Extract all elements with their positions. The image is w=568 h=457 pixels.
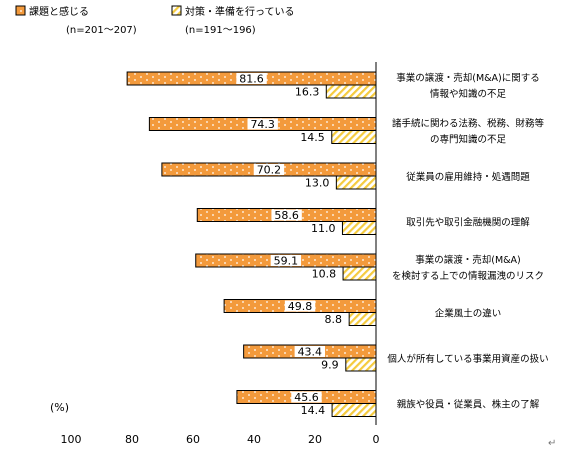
value-label-bg-0-2 — [253, 164, 285, 175]
value-label-issue-3: 58.6 — [274, 209, 299, 222]
bar-measure-4 — [342, 266, 377, 281]
legend: 課題と感じる (n=201～207) 対策・準備を行っている (n=191～19… — [15, 5, 295, 36]
value-label-bg-0-0 — [236, 73, 267, 84]
value-label-bg-0-3 — [271, 209, 302, 221]
legend-label-series2: 対策・準備を行っている — [185, 5, 295, 18]
value-label-issue-6: 43.4 — [298, 346, 323, 359]
value-label-issue-0: 81.6 — [239, 73, 264, 86]
value-label-measure-4: 10.8 — [312, 268, 337, 281]
value-label-bg-1-5 — [321, 313, 346, 325]
bar-measure-3 — [341, 221, 377, 235]
unit-label: (%) — [50, 401, 69, 414]
legend-n-series2: (n=191～196) — [185, 25, 256, 36]
value-label-bg-0-7 — [291, 391, 322, 403]
category-label-7: 親族や役員・従業員、株主の了解 — [397, 399, 540, 411]
bar-measure-5 — [348, 312, 377, 326]
bar-measure-6 — [345, 357, 377, 372]
category-label-3: 取引先や取引金融機関の理解 — [406, 217, 530, 229]
value-label-bg-1-6 — [318, 359, 342, 370]
legend-swatch-series1 — [15, 5, 26, 16]
value-label-issue-7: 45.6 — [294, 391, 319, 404]
x-tick-label-40: 40 — [247, 433, 261, 446]
category-label-2: 従業員の雇用維持・処遇問題 — [406, 171, 530, 183]
value-label-issue-1: 74.3 — [250, 118, 275, 131]
bar-measure-0 — [325, 84, 377, 99]
value-label-measure-5: 8.8 — [325, 313, 343, 326]
value-label-measure-3: 11.0 — [311, 222, 336, 235]
category-label-4-line0: 事業の譲渡・売却(M&A) — [415, 254, 521, 266]
value-label-bg-0-4 — [270, 255, 302, 266]
value-label-measure-6: 9.9 — [321, 359, 339, 372]
value-label-bg-1-7 — [297, 404, 329, 416]
x-tick-label-60: 60 — [186, 433, 200, 446]
bar-measure-1 — [331, 130, 377, 144]
value-label-bg-0-1 — [247, 118, 278, 130]
x-tick-label-80: 80 — [125, 433, 139, 446]
value-label-issue-4: 59.1 — [274, 255, 299, 268]
legend-swatch-series2 — [171, 5, 182, 16]
category-label-0-line0: 事業の譲渡・売却(M&A)に関する — [396, 72, 540, 84]
value-label-bg-1-2 — [301, 177, 333, 188]
value-label-bg-1-1 — [297, 131, 328, 143]
value-label-bg-1-0 — [291, 86, 323, 97]
category-label-5: 企業風土の違い — [435, 308, 502, 320]
category-label-4-line1: を検討する上での情報漏洩のリスク — [392, 270, 544, 282]
category-label-1-line0: 諸手続に関わる法務、税務、財務等 — [392, 118, 545, 130]
legend-item-series1: 課題と感じる (n=201～207) — [15, 5, 137, 36]
legend-item-series2: 対策・準備を行っている (n=191～196) — [171, 5, 295, 36]
x-tick-label-20: 20 — [308, 433, 322, 446]
value-label-bg-1-4 — [308, 268, 340, 279]
trailing-mark: ↵ — [548, 438, 556, 449]
value-label-measure-1: 14.5 — [300, 131, 325, 144]
value-label-measure-0: 16.3 — [295, 86, 320, 99]
value-label-issue-2: 70.2 — [257, 164, 282, 177]
bar-measure-7 — [331, 403, 377, 417]
bar-measure-2 — [335, 175, 377, 190]
value-label-measure-2: 13.0 — [305, 177, 330, 190]
value-label-issue-5: 49.8 — [288, 300, 313, 313]
x-tick-label-100: 100 — [61, 433, 82, 446]
x-tick-label-0: 0 — [373, 433, 380, 446]
category-label-0-line1: 情報や知識の不足 — [430, 88, 507, 100]
legend-n-series1: (n=201～207) — [66, 25, 137, 36]
category-label-1-line1: の専門知識の不足 — [430, 134, 507, 146]
legend-label-series1: 課題と感じる — [29, 5, 89, 18]
value-label-measure-7: 14.4 — [301, 404, 326, 417]
value-label-bg-0-5 — [284, 300, 316, 312]
category-label-6: 個人が所有している事業用資産の扱い — [387, 353, 548, 365]
value-label-bg-1-3 — [308, 222, 339, 234]
value-label-bg-0-6 — [294, 346, 326, 357]
